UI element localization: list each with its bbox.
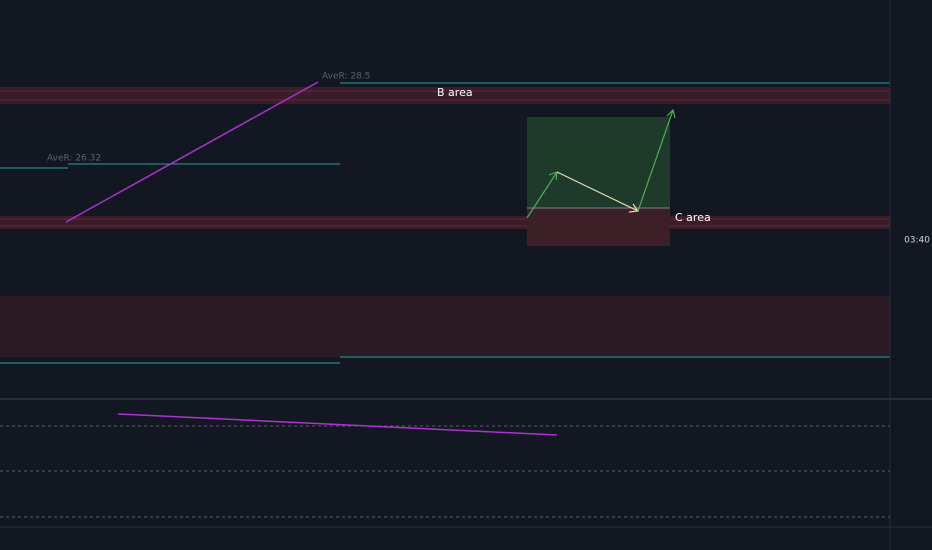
annotation: AveR: 26.32 xyxy=(47,154,101,164)
annotation: B area xyxy=(437,86,473,99)
arrow xyxy=(637,109,674,212)
profit-box xyxy=(527,117,670,208)
arrowhead xyxy=(666,108,676,119)
annotation: AveR: 28.5 xyxy=(322,72,370,82)
arrow xyxy=(556,171,639,212)
c-zone xyxy=(0,216,890,229)
annotation: C area xyxy=(675,211,711,224)
trend-line xyxy=(117,413,558,436)
countdown: 03:40 xyxy=(904,236,930,246)
support-zone xyxy=(0,296,890,357)
arrow xyxy=(526,171,558,219)
trend-line xyxy=(65,81,319,223)
loss-box xyxy=(527,208,670,246)
